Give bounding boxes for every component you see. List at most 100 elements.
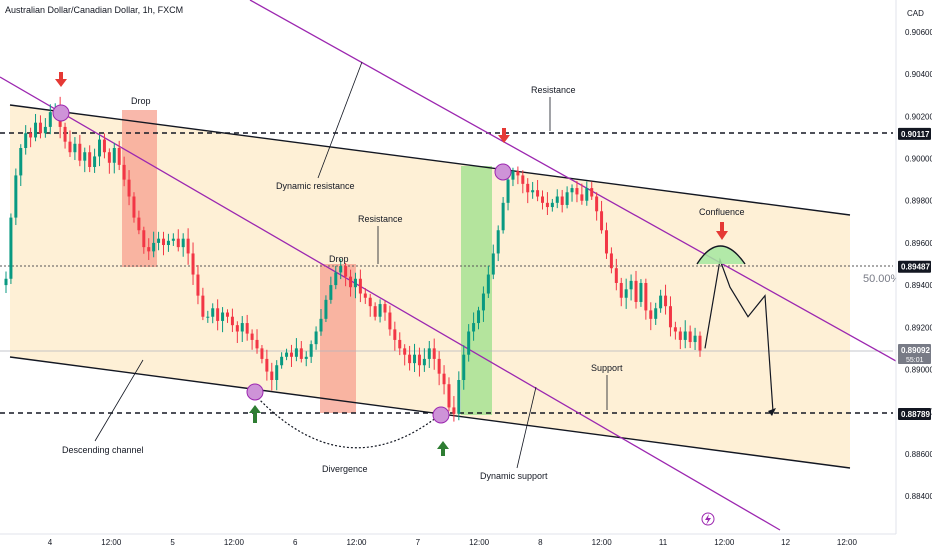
time-tick-3: 12:00 [224, 538, 245, 547]
candle-body-114 [565, 192, 569, 205]
candle-body-29 [147, 247, 151, 252]
candle-body-16 [83, 152, 87, 161]
candle-body-68 [339, 266, 343, 273]
time-tick-11: 12:00 [714, 538, 735, 547]
candle-body-3 [19, 148, 23, 176]
price-tag-bg-1 [898, 260, 931, 273]
label-dynamic-resistance: Dynamic resistance [276, 181, 355, 191]
candle-body-92 [457, 380, 461, 414]
candle-body-53 [265, 358, 269, 372]
candle-body-24 [122, 164, 126, 180]
channel-top-line[interactable] [9, 104, 851, 216]
candle-body-52 [260, 348, 264, 359]
candle-body-66 [329, 285, 333, 300]
candle-body-49 [245, 323, 249, 334]
candle-body-37 [186, 238, 190, 254]
candle-body-73 [363, 293, 367, 298]
candle-body-30 [152, 242, 156, 252]
candle-body-135 [668, 306, 672, 328]
candle-body-79 [393, 329, 397, 340]
price-tag-bg-3 [898, 407, 931, 420]
time-axis-ticks: 4 12:00 5 12:00 6 12:00 7 12:00 8 12:00 11 12:00 12 1… [48, 538, 858, 547]
dynamic-resistance-line[interactable] [249, 0, 931, 381]
candle-body-123 [609, 253, 613, 269]
candle-body-81 [403, 348, 407, 355]
candle-body-4 [24, 133, 28, 148]
price-tick-7: 0.89200 [905, 323, 932, 332]
candle-body-97 [481, 293, 485, 311]
time-tick-4: 6 [293, 538, 298, 547]
lightning-icon[interactable] [701, 512, 715, 526]
candle-body-77 [383, 304, 387, 313]
price-tick-10: 0.88600 [905, 450, 932, 459]
candle-body-116 [575, 188, 579, 195]
pointer-dynamic-resistance [317, 61, 363, 179]
candle-body-122 [604, 230, 608, 254]
candle-body-47 [235, 325, 239, 332]
candle-body-38 [191, 253, 195, 275]
dynamic-support-line[interactable] [0, 76, 781, 531]
candle-body-113 [560, 196, 564, 205]
time-tick-10: 11 [659, 538, 668, 547]
candle-body-14 [73, 143, 77, 153]
candle-body-94 [467, 331, 471, 355]
candle-body-27 [137, 217, 141, 231]
candle-body-42 [211, 308, 215, 317]
candle-body-87 [432, 348, 436, 359]
label-confluence: Confluence [699, 207, 745, 217]
rally-box [461, 166, 492, 415]
candle-body-5 [29, 133, 33, 138]
candle-body-82 [408, 354, 412, 364]
candle-body-141 [698, 335, 702, 351]
candle-body-78 [388, 312, 392, 330]
candle-body-62 [309, 344, 313, 357]
price-tags-group: 0.90117 0.89487 0.89092 55:01 0.88789 [898, 127, 931, 420]
candle-body-19 [98, 139, 102, 157]
green-arrow-2 [437, 441, 449, 456]
label-drop-1: Drop [131, 96, 151, 106]
candle-body-72 [358, 278, 362, 294]
time-axis[interactable] [0, 534, 932, 550]
candle-body-35 [176, 238, 180, 248]
candle-body-105 [521, 175, 525, 184]
candle-body-118 [585, 188, 589, 201]
time-tick-9: 12:00 [592, 538, 613, 547]
candle-body-51 [255, 339, 259, 349]
candle-body-138 [683, 331, 687, 340]
channel-bottom-line[interactable] [9, 356, 851, 469]
touch-circle-3 [246, 383, 264, 401]
candle-body-117 [580, 194, 584, 201]
candle-body-137 [678, 331, 682, 340]
price-tag-0: 0.90117 [901, 130, 930, 139]
candle-body-65 [324, 299, 328, 319]
candle-body-9 [48, 112, 52, 127]
candle-body-8 [43, 126, 47, 134]
candle-body-127 [629, 280, 633, 290]
price-tick-8: 0.89000 [905, 365, 932, 374]
candle-body-88 [437, 358, 441, 374]
candle-body-70 [349, 276, 353, 288]
label-resistance-top: Resistance [531, 85, 576, 95]
touch-circle-2 [494, 163, 512, 181]
candle-body-112 [555, 196, 559, 203]
chart-title: Australian Dollar/Canadian Dollar, 1h, F… [5, 5, 184, 15]
price-tick-4: 0.89800 [905, 197, 932, 206]
price-tick-3: 0.90000 [905, 155, 932, 164]
candle-body-67 [334, 272, 338, 286]
candle-body-55 [275, 365, 279, 380]
candle-body-74 [368, 297, 372, 307]
label-support: Support [591, 363, 623, 373]
candle-body-20 [102, 139, 106, 153]
price-tick-6: 0.89400 [905, 281, 932, 290]
candle-body-95 [472, 323, 476, 332]
time-tick-0: 4 [48, 538, 53, 547]
candle-body-48 [240, 323, 244, 332]
projection-path [704, 257, 774, 412]
candle-body-45 [225, 312, 229, 317]
label-drop-2: Drop [329, 254, 349, 264]
price-tick-11: 0.88400 [905, 492, 932, 501]
price-tick-1: 0.90400 [905, 70, 932, 79]
currency-label: CAD [907, 9, 924, 18]
